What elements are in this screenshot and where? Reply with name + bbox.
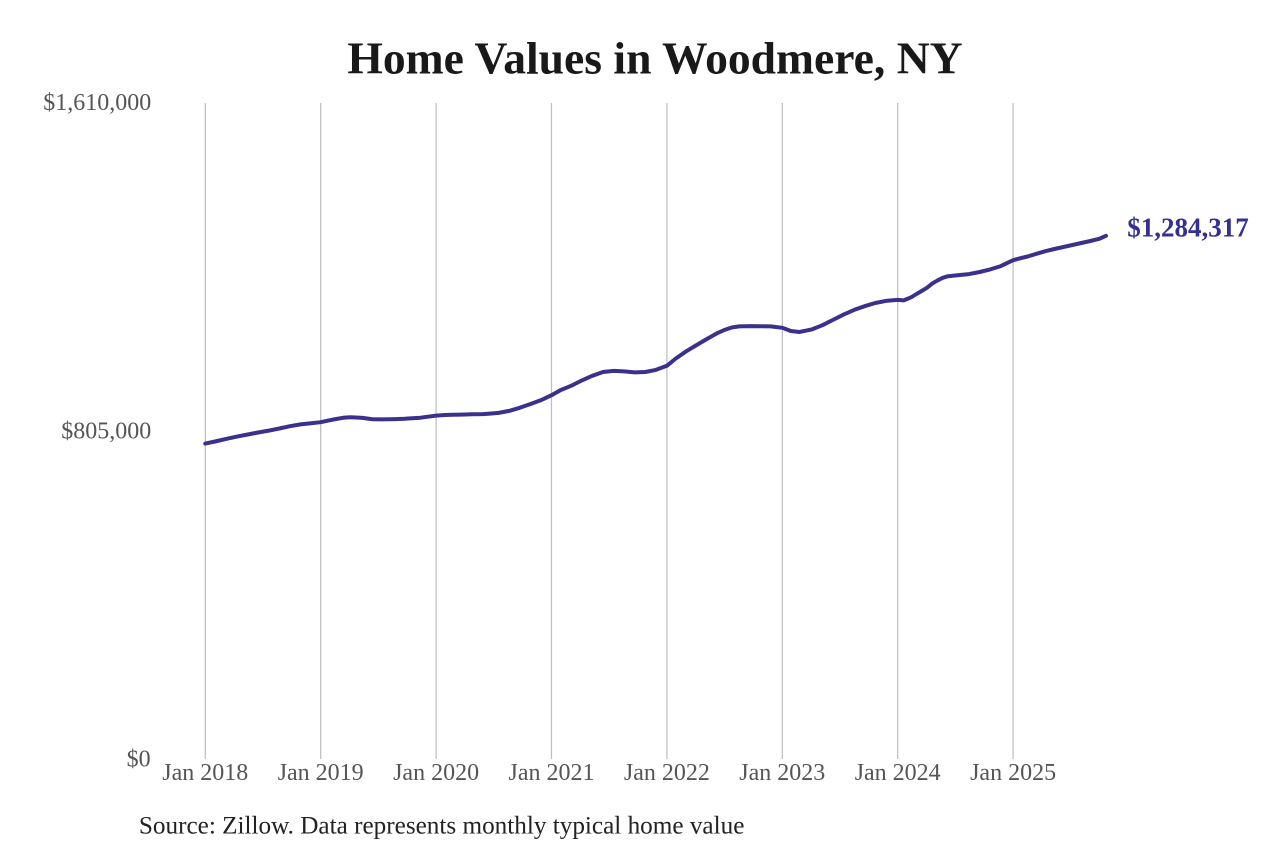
- svg-text:Jan 2021: Jan 2021: [509, 760, 595, 786]
- svg-text:Jan 2022: Jan 2022: [624, 760, 710, 786]
- svg-text:$1,610,000: $1,610,000: [43, 90, 151, 116]
- svg-text:Jan 2023: Jan 2023: [739, 760, 825, 786]
- svg-text:Jan 2020: Jan 2020: [393, 760, 479, 786]
- svg-text:$0: $0: [127, 746, 151, 772]
- svg-text:Source: Zillow. Data represent: Source: Zillow. Data represents monthly …: [139, 813, 745, 840]
- svg-text:$1,284,317: $1,284,317: [1127, 213, 1249, 243]
- svg-text:Jan 2018: Jan 2018: [162, 760, 248, 786]
- svg-text:Jan 2024: Jan 2024: [855, 760, 941, 786]
- svg-text:Home Values in Woodmere, NY: Home Values in Woodmere, NY: [347, 33, 962, 84]
- svg-text:Jan 2019: Jan 2019: [278, 760, 364, 786]
- svg-text:$805,000: $805,000: [61, 418, 151, 444]
- svg-text:Jan 2025: Jan 2025: [970, 760, 1056, 786]
